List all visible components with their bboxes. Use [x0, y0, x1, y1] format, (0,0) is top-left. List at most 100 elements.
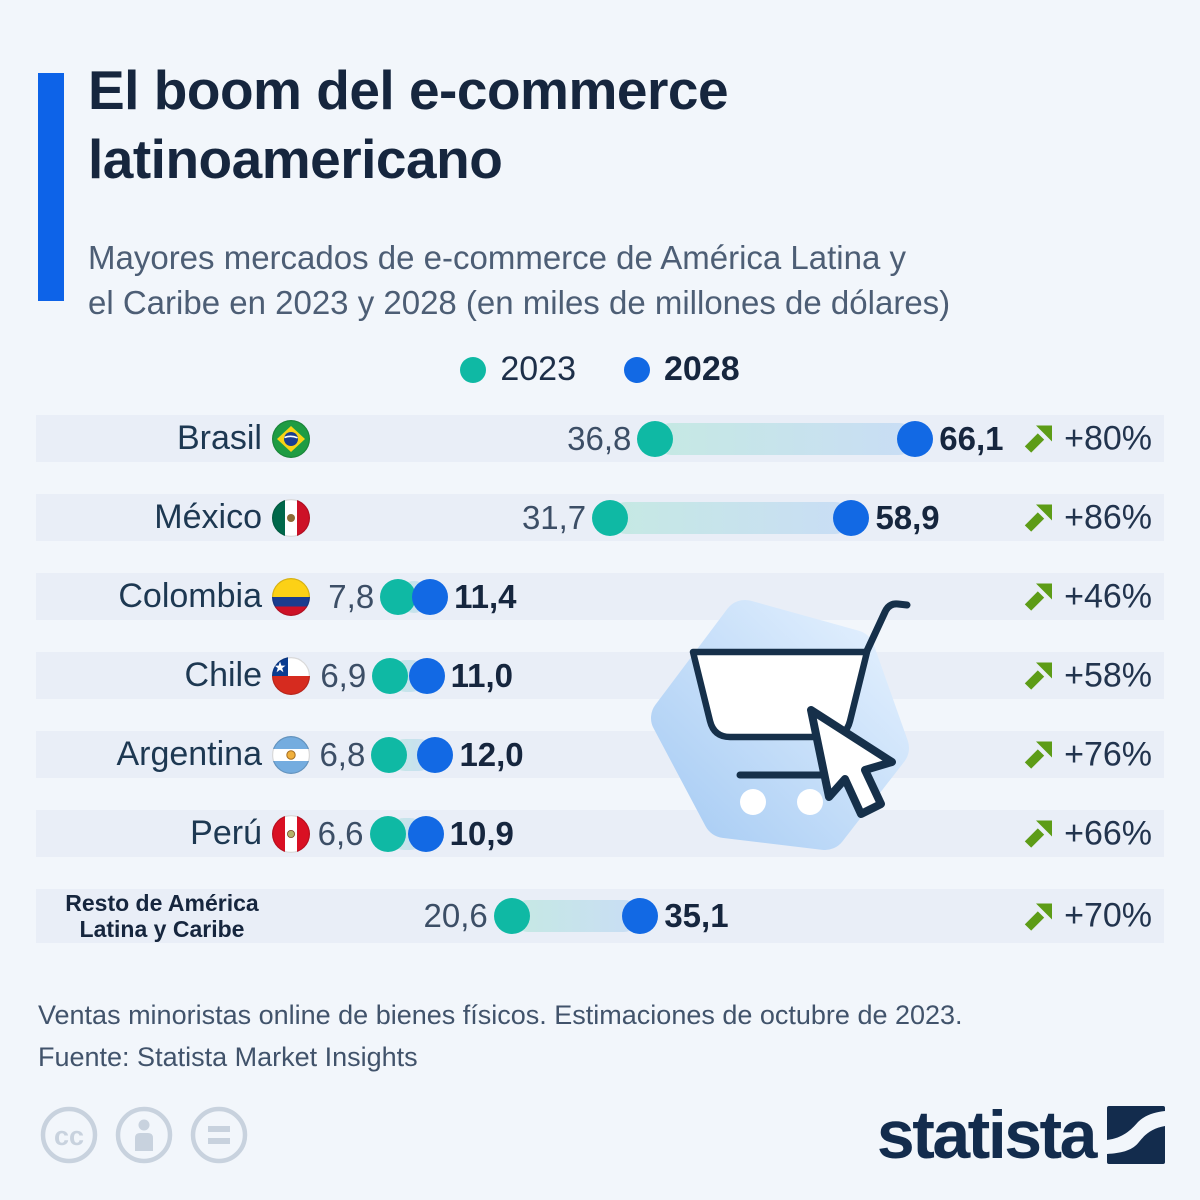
legend-label-2023: 2023 [500, 350, 576, 388]
value-2028: 35,1 [664, 897, 729, 934]
dot-2023-icon [372, 657, 409, 694]
country-label: Argentina [116, 735, 262, 773]
country-label: Chile [184, 656, 262, 694]
footnote-source: Fuente: Statista Market Insights [38, 1042, 418, 1072]
growth-arrow-icon [1024, 662, 1053, 690]
growth-percent: +86% [1064, 498, 1152, 536]
dot-2028-icon [412, 578, 449, 615]
value-2023: 7,8 [328, 577, 375, 615]
growth-arrow-icon [1024, 741, 1053, 769]
value-2028: 11,4 [454, 577, 517, 615]
flag-icon-chile [272, 656, 310, 695]
growth-percent: +46% [1064, 577, 1152, 615]
country-label: Resto de América Latina y Caribe [65, 889, 259, 942]
value-2028: 58,9 [875, 498, 940, 536]
flag-icon-brasil [272, 419, 310, 458]
country-label: Colombia [118, 577, 262, 615]
country-label: México [154, 498, 262, 536]
country-cell: Colombia [36, 573, 310, 620]
chart-rows: Brasil 36,8 66,1 +80% México 31,7 58,9 +86% Colo… [36, 415, 1164, 975]
flag-icon-peru [272, 814, 310, 853]
growth-percent: +70% [1064, 896, 1152, 935]
statista-logo-icon [1107, 1106, 1165, 1164]
legend-label-2028: 2028 [664, 350, 740, 388]
value-2023: 36,8 [567, 419, 632, 457]
dot-2028-icon [622, 898, 659, 934]
cc-license-icons: cc [40, 1106, 248, 1164]
cart-handle [862, 600, 911, 657]
country-cell: Chile [36, 652, 310, 699]
dot-2023-icon [369, 815, 406, 852]
value-2028: 10,9 [449, 814, 514, 852]
chart-row-peru: Perú 6,6 10,9 +66% [36, 810, 1164, 857]
country-cell: Brasil [36, 415, 310, 462]
country-label: Brasil [176, 419, 262, 457]
shopping-cart-illustration [651, 600, 911, 850]
growth-percent: +66% [1064, 814, 1152, 852]
statista-logo-text: statista [876, 1097, 1098, 1173]
chart-row-mexico: México 31,7 58,9 +86% [36, 494, 1164, 541]
dot-2023-icon [592, 499, 629, 536]
value-2023: 20,6 [423, 897, 488, 934]
flag-icon-mexico [272, 498, 310, 537]
country-label: Perú [190, 814, 262, 852]
accent-bar [38, 73, 64, 301]
legend-item-2028: 2028 [624, 350, 740, 389]
title-line-2: latinoamericano [88, 127, 503, 190]
value-2023: 6,6 [317, 814, 364, 852]
page-title: El boom del e-commerce latinoamericano [88, 56, 988, 194]
dot-2028-icon [408, 657, 445, 694]
growth-percent: +58% [1064, 656, 1152, 694]
cursor-icon [807, 706, 896, 818]
growth-cell: +66% [1024, 814, 1152, 853]
country-cell: Argentina [36, 731, 310, 778]
flag-icon-colombia [272, 577, 310, 616]
growth-arrow-icon [1024, 583, 1053, 611]
growth-arrow-icon [1024, 504, 1053, 532]
cc-equals-icon [190, 1106, 248, 1164]
legend-dot-2023-icon [460, 356, 487, 383]
subtitle-line-2: el Caribe en 2023 y 2028 (en miles de mi… [88, 283, 951, 321]
country-cell: Perú [36, 810, 310, 857]
cc-attribution-icon [115, 1106, 173, 1164]
growth-cell: +70% [1024, 897, 1152, 936]
page-subtitle: Mayores mercados de e-commerce de Améric… [88, 236, 1178, 325]
dumbbell-bar [655, 422, 916, 455]
country-cell: México [36, 494, 310, 541]
value-2023: 31,7 [521, 498, 587, 536]
growth-percent: +80% [1064, 419, 1152, 457]
growth-cell: +58% [1024, 656, 1152, 695]
cart-wheel-right [797, 789, 823, 815]
dot-2028-icon [833, 499, 870, 536]
subtitle-line-1: Mayores mercados de e-commerce de Améric… [88, 239, 907, 276]
dot-2028-icon [417, 736, 454, 773]
statista-logo: statista [877, 1096, 1165, 1174]
dot-2023-icon [371, 736, 408, 773]
dot-2023-icon [380, 578, 417, 615]
growth-cell: +86% [1024, 498, 1152, 537]
legend-item-2023: 2023 [460, 350, 576, 389]
dumbbell-bar [511, 900, 641, 932]
value-2023: 6,8 [319, 735, 366, 773]
footnote-description: Ventas minoristas online de bienes físic… [38, 1000, 963, 1030]
chart-row-colombia: Colombia 7,8 11,4 +46% [36, 573, 1164, 620]
value-2028: 12,0 [459, 735, 524, 773]
cart-basket [689, 648, 871, 741]
legend-dot-2028-icon [624, 356, 650, 383]
svg-text:cc: cc [54, 1121, 84, 1151]
growth-cell: +80% [1024, 419, 1152, 458]
cart-wheel-left [740, 789, 766, 815]
chart-row-resto: Resto de América Latina y Caribe 20,6 35,1 +… [36, 889, 1164, 943]
flag-icon-argentina [272, 735, 310, 774]
chart-row-chile: Chile 6,9 11,0 +58% [36, 652, 1164, 699]
dot-2023-icon [493, 898, 530, 934]
growth-cell: +76% [1024, 735, 1152, 774]
growth-arrow-icon [1024, 903, 1053, 931]
growth-cell: +46% [1024, 577, 1152, 616]
growth-percent: +76% [1064, 735, 1152, 773]
dumbbell-bar [610, 501, 852, 534]
title-line-1: El boom del e-commerce [88, 59, 729, 121]
growth-arrow-icon [1024, 425, 1053, 453]
cc-icon: cc [40, 1106, 98, 1164]
dot-2028-icon [407, 815, 444, 852]
